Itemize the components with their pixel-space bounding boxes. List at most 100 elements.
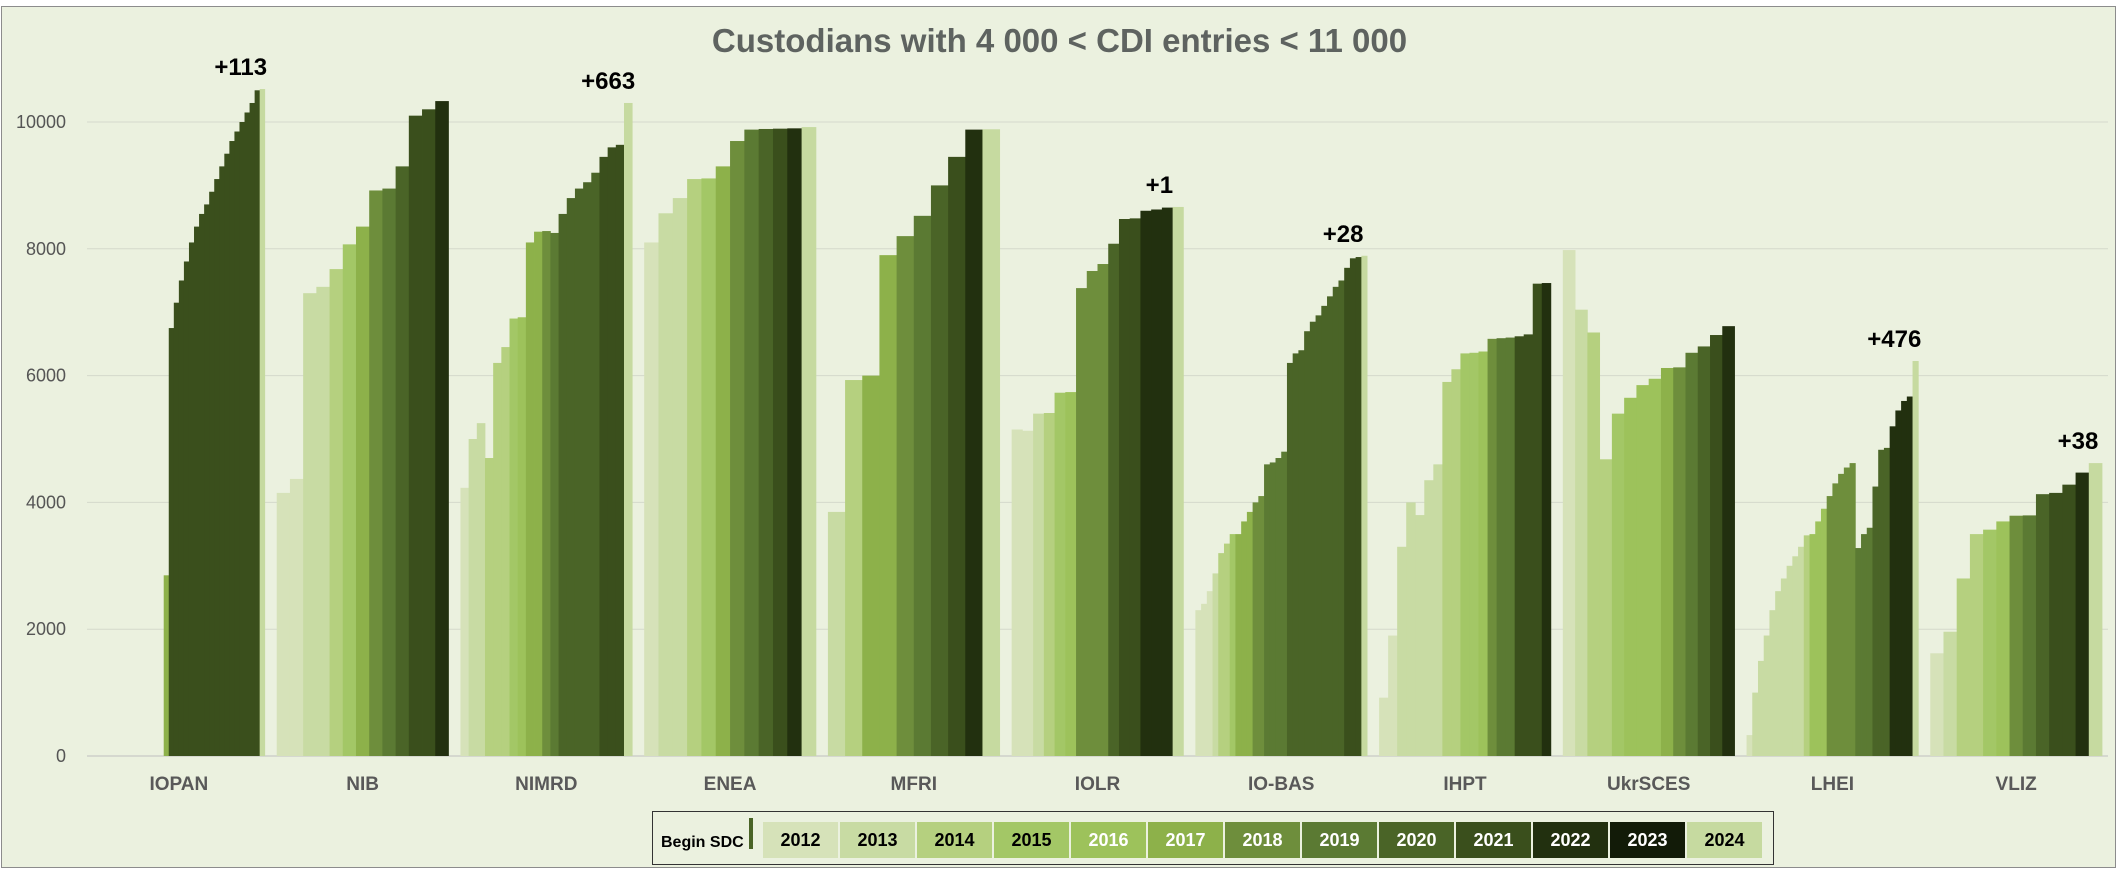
bar [1151, 209, 1163, 756]
bar [219, 166, 225, 756]
bar [1011, 429, 1023, 756]
bar [1223, 543, 1231, 756]
legend-item: 2020 [1379, 822, 1454, 858]
bar [1286, 362, 1294, 756]
plot-area: 0 2000 4000 6000 8000 10000 IOPAN +113 NIB NIMRD +… [16, 54, 2108, 795]
bar [1505, 337, 1516, 756]
bar [1722, 326, 1735, 756]
bar [1599, 459, 1613, 756]
bar [1901, 400, 1908, 756]
y-tick-label: 6000 [26, 366, 66, 386]
bar [342, 244, 357, 756]
bar [329, 269, 344, 756]
bar [1161, 207, 1174, 757]
x-tick-label: IOPAN [149, 774, 208, 795]
bar [1872, 486, 1879, 756]
bar [1943, 631, 1958, 756]
bar [1587, 332, 1601, 756]
bar [408, 115, 423, 756]
bar [1269, 462, 1276, 756]
bar [1229, 534, 1236, 756]
bar [715, 166, 731, 756]
bar [948, 156, 966, 756]
bar [1129, 218, 1141, 757]
bar [259, 89, 266, 757]
annotation: +113 [214, 54, 267, 81]
bar [2075, 472, 2090, 756]
bar [558, 213, 568, 756]
bar [1798, 546, 1805, 756]
bar [615, 144, 625, 757]
bar [1195, 610, 1202, 756]
bar [1218, 553, 1225, 756]
bar [1906, 396, 1913, 756]
bar [1304, 331, 1311, 756]
x-tick-label: MFRI [891, 774, 937, 795]
legend-item: 2022 [1533, 822, 1608, 858]
bar [509, 318, 519, 756]
annotation: +28 [1323, 221, 1364, 248]
bar [1118, 219, 1131, 756]
bar [517, 317, 527, 756]
bar [879, 255, 897, 756]
bar [1838, 473, 1845, 756]
bar [730, 141, 745, 756]
bar [1264, 464, 1271, 756]
bar [1022, 430, 1034, 756]
bar [1826, 496, 1833, 756]
bar [1433, 464, 1443, 756]
bar [1065, 392, 1077, 756]
bar [1843, 467, 1850, 756]
bar [1258, 496, 1265, 756]
bar [534, 231, 543, 756]
bar [316, 286, 330, 756]
bar [1624, 397, 1637, 756]
bar [1752, 692, 1759, 756]
bar [1315, 315, 1322, 756]
x-tick-label: LHEI [1811, 774, 1854, 795]
bar [591, 172, 600, 757]
bar [1514, 336, 1525, 756]
bar [1636, 385, 1650, 756]
x-tick-label: NIB [346, 774, 379, 795]
y-tick-label: 2000 [26, 619, 66, 639]
legend-marker [749, 818, 753, 849]
bar [787, 128, 802, 757]
bar [1379, 697, 1389, 756]
bar [1775, 591, 1782, 756]
legend-item: 2012 [763, 822, 838, 858]
bar [1275, 458, 1282, 756]
bar [644, 242, 659, 756]
bar [214, 179, 220, 756]
bar [1246, 511, 1254, 756]
bar [1201, 603, 1208, 756]
bar [1054, 392, 1066, 756]
bar [239, 122, 245, 756]
bar [1469, 352, 1479, 756]
bar [1969, 534, 1984, 756]
bar [382, 188, 397, 756]
bar [2088, 463, 2103, 756]
bar [2035, 494, 2050, 756]
bar [542, 231, 551, 757]
bar [422, 109, 436, 756]
bar [2049, 492, 2063, 756]
bar [1820, 508, 1828, 756]
legend-item: 2021 [1456, 822, 1531, 858]
bar [1292, 353, 1299, 756]
bar [1861, 534, 1868, 756]
legend-item: 2018 [1225, 822, 1300, 858]
bar [1746, 735, 1753, 756]
annotation: +38 [2058, 428, 2099, 455]
legend-item: 2013 [840, 822, 915, 858]
bar [1086, 270, 1098, 756]
bar [1298, 350, 1305, 756]
bar [1710, 335, 1723, 756]
bar [1451, 369, 1461, 756]
bar [1241, 521, 1248, 756]
bar [1912, 361, 1919, 756]
bar [701, 178, 717, 756]
legend-item: 2023 [1610, 822, 1685, 858]
bar [574, 188, 584, 756]
bar [1033, 413, 1045, 756]
